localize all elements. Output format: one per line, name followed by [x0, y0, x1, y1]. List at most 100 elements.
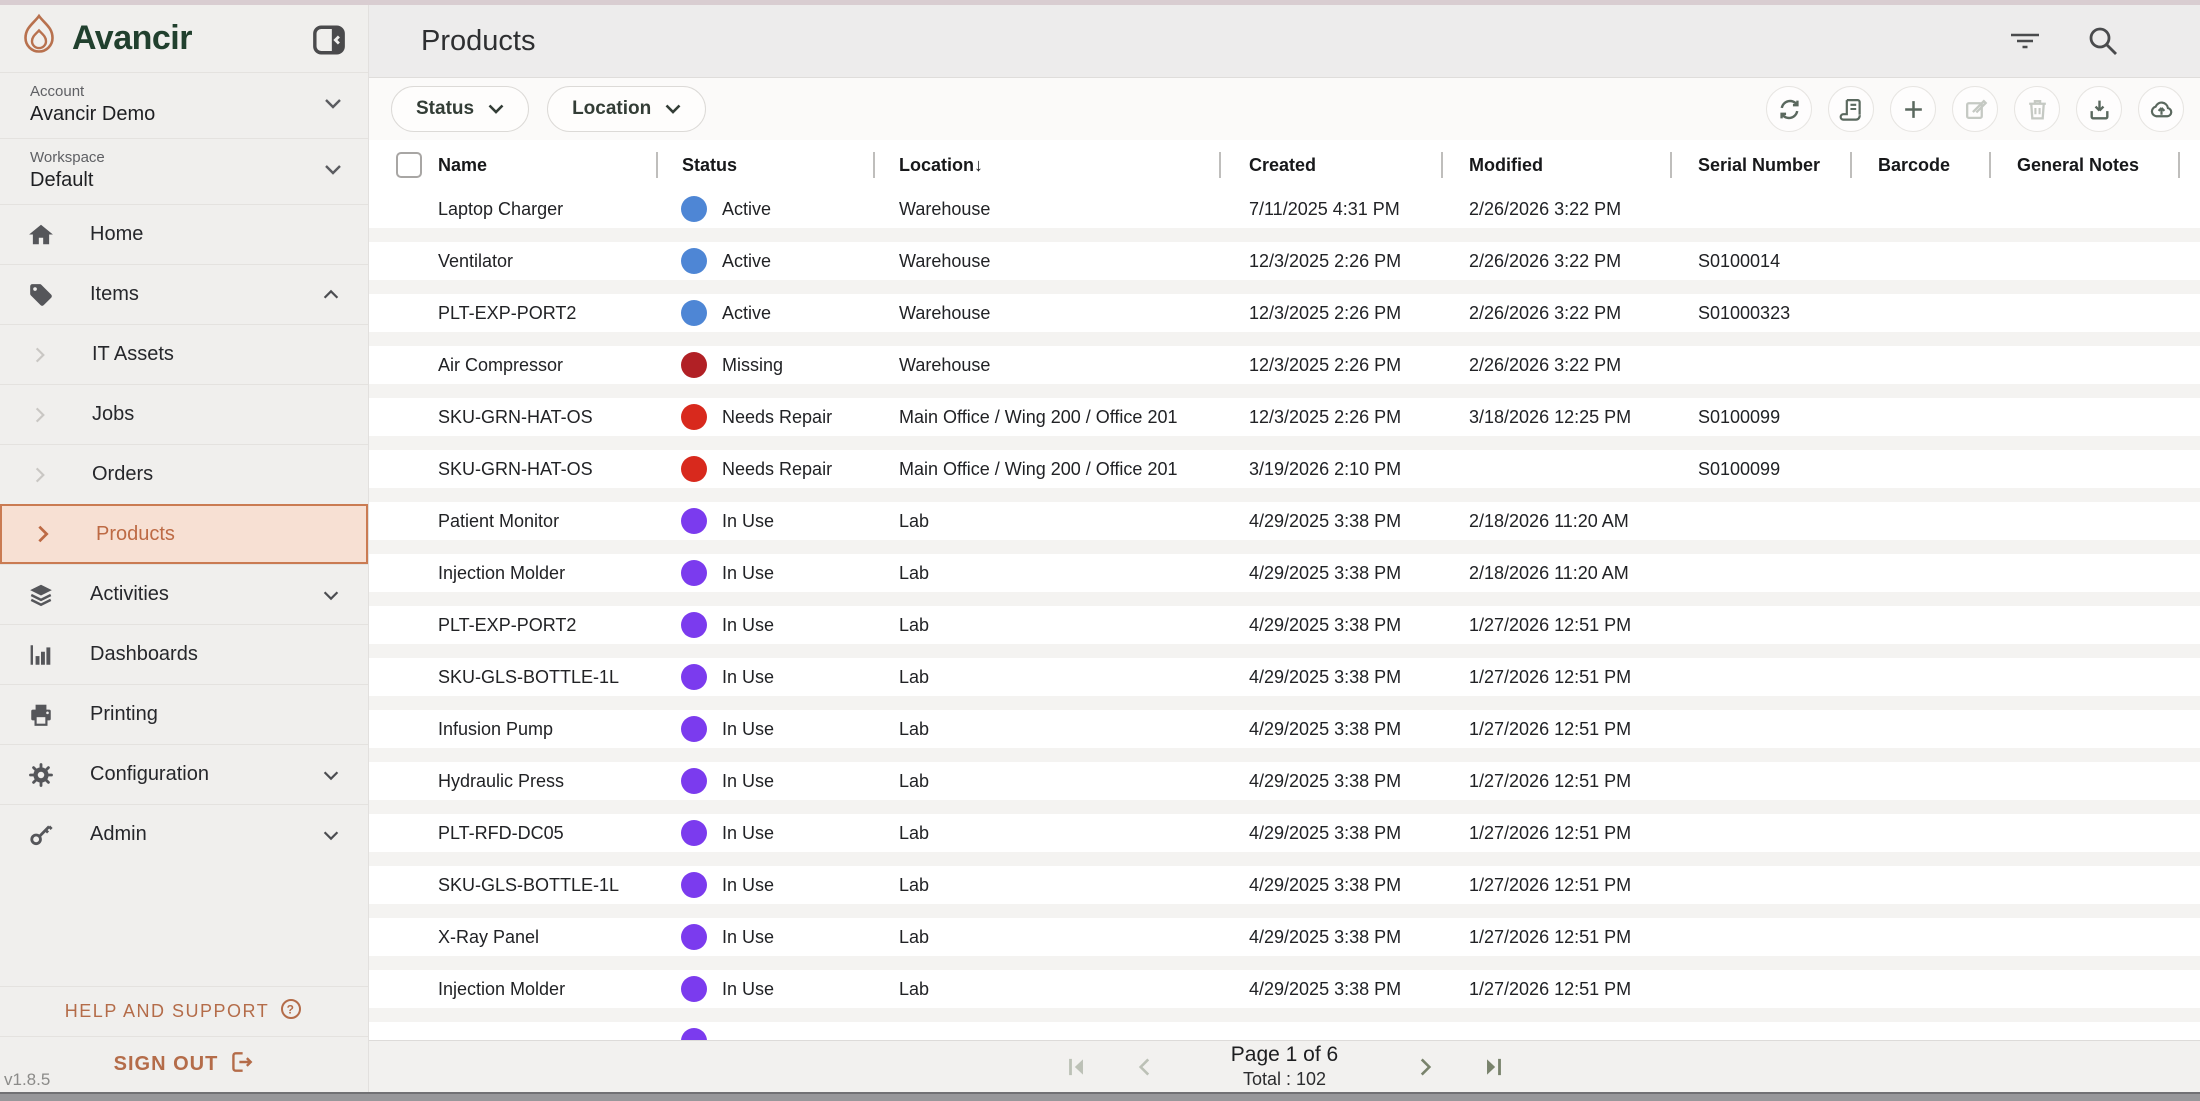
workspace-label: Workspace: [30, 149, 324, 166]
sidebar-item-it-assets[interactable]: IT Assets: [0, 324, 368, 384]
row-name-cell: Ventilator: [438, 251, 656, 272]
row-created-cell: 4/29/2025 3:38 PM: [1219, 563, 1441, 584]
sidebar-item-home[interactable]: Home: [0, 204, 368, 264]
row-modified-cell: 2/18/2026 11:20 AM: [1441, 511, 1670, 532]
sidebar-item-printing[interactable]: Printing: [0, 684, 368, 744]
sort-descending-icon: ↓: [974, 155, 983, 176]
row-name-cell: Hydraulic Press: [438, 771, 656, 792]
row-status-cell: In Use: [656, 716, 873, 742]
row-created-cell: 7/11/2025 4:31 PM: [1219, 199, 1441, 220]
sign-out-icon: [228, 1049, 254, 1081]
table-row[interactable]: Air Compressor Missing Warehouse 12/3/20…: [369, 346, 2200, 398]
column-header-modified[interactable]: Modified: [1441, 140, 1670, 190]
column-header-status[interactable]: Status: [656, 140, 873, 190]
row-location-cell: Lab: [873, 771, 1219, 792]
row-modified-cell: 1/27/2026 12:51 PM: [1441, 823, 1670, 844]
workspace-select[interactable]: Workspace Default: [0, 138, 368, 204]
row-created-cell: 4/29/2025 3:38 PM: [1219, 615, 1441, 636]
row-location-cell: Main Office / Wing 200 / Office 201: [873, 407, 1219, 428]
table-row[interactable]: SKU-GLS-BOTTLE-1L In Use Lab 4/29/2025 3…: [369, 658, 2200, 710]
last-page-button[interactable]: [1480, 1054, 1506, 1080]
row-modified-cell: 1/27/2026 12:51 PM: [1441, 667, 1670, 688]
row-status-cell: In Use: [656, 612, 873, 638]
status-filter-button[interactable]: Status: [391, 86, 529, 132]
column-header-serial-number[interactable]: Serial Number: [1670, 140, 1850, 190]
row-status-cell: Active: [656, 196, 873, 222]
sign-out-button[interactable]: SIGN OUT: [0, 1036, 368, 1092]
table-row[interactable]: SKU-GLS-BOTTLE-1L In Use Lab 4/29/2025 3…: [369, 866, 2200, 918]
row-status-cell: In Use: [656, 508, 873, 534]
column-header-created[interactable]: Created: [1219, 140, 1441, 190]
table-row[interactable]: PLT-RFD-DC05 In Use Lab 4/29/2025 3:38 P…: [369, 814, 2200, 866]
account-select[interactable]: Account Avancir Demo: [0, 72, 368, 138]
next-page-button[interactable]: [1412, 1054, 1438, 1080]
sidebar-item-admin[interactable]: Admin: [0, 804, 368, 864]
row-location-cell: Lab: [873, 875, 1219, 896]
table-row[interactable]: Injection Molder In Use Lab 4/29/2025 3:…: [369, 554, 2200, 606]
download-button[interactable]: [2076, 86, 2122, 132]
select-all-checkbox[interactable]: [396, 152, 422, 178]
table-row[interactable]: Patient Monitor In Use Lab 4/29/2025 3:3…: [369, 502, 2200, 554]
status-dot: [681, 664, 707, 690]
cloud-upload-button[interactable]: [2138, 86, 2184, 132]
table-row[interactable]: Injection Molder In Use Lab 4/29/2025 3:…: [369, 970, 2200, 1022]
sidebar-item-items[interactable]: Items: [0, 264, 368, 324]
filter-lines-icon[interactable]: [2008, 24, 2042, 58]
row-serial-cell: S0100014: [1670, 251, 1850, 272]
row-modified-cell: 2/26/2026 3:22 PM: [1441, 199, 1670, 220]
table-row[interactable]: Infusion Pump In Use Lab 4/29/2025 3:38 …: [369, 710, 2200, 762]
report-button[interactable]: [1828, 86, 1874, 132]
layers-icon: [28, 582, 54, 608]
table-row[interactable]: X-Ray Panel In Use Lab 4/29/2025 3:38 PM…: [369, 918, 2200, 970]
column-header-barcode[interactable]: Barcode: [1850, 140, 1989, 190]
add-button[interactable]: [1890, 86, 1936, 132]
sidebar-item-orders[interactable]: Orders: [0, 444, 368, 504]
search-icon[interactable]: [2086, 24, 2120, 58]
status-dot: [681, 612, 707, 638]
table-row[interactable]: Hydraulic Press In Use Lab 4/29/2025 3:3…: [369, 762, 2200, 814]
account-value: Avancir Demo: [30, 103, 324, 126]
key-icon: [28, 822, 54, 848]
row-created-cell: 4/29/2025 3:38 PM: [1219, 979, 1441, 1000]
column-header-name[interactable]: Name: [438, 140, 656, 190]
sidebar-item-dashboards[interactable]: Dashboards: [0, 624, 368, 684]
svg-text:?: ?: [287, 1003, 296, 1017]
table-row[interactable]: SKU-GRN-HAT-OS Needs Repair Main Office …: [369, 450, 2200, 502]
row-name-cell: PLT-RFD-DC05: [438, 823, 656, 844]
row-created-cell: 4/29/2025 3:38 PM: [1219, 719, 1441, 740]
column-header-location[interactable]: Location↓: [873, 140, 1219, 190]
refresh-button[interactable]: [1766, 86, 1812, 132]
location-filter-button[interactable]: Location: [547, 86, 706, 132]
row-modified-cell: 2/18/2026 11:20 AM: [1441, 563, 1670, 584]
column-header-general-notes[interactable]: General Notes: [1989, 140, 2178, 190]
row-location-cell: Warehouse: [873, 199, 1219, 220]
row-location-cell: Lab: [873, 667, 1219, 688]
table-row[interactable]: SKU-GRN-HAT-OS Needs Repair Main Office …: [369, 398, 2200, 450]
table-row[interactable]: Ventilator Active Warehouse 12/3/2025 2:…: [369, 242, 2200, 294]
row-modified-cell: 1/27/2026 12:51 PM: [1441, 927, 1670, 948]
table-row[interactable]: PLT-EXP-PORT2 Active Warehouse 12/3/2025…: [369, 294, 2200, 346]
pagination-bar: Page 1 of 6 Total : 102: [369, 1040, 2200, 1092]
sidebar: Avancir Account Avancir Demo: [0, 5, 368, 1092]
row-created-cell: 4/29/2025 3:38 PM: [1219, 667, 1441, 688]
sidebar-item-configuration[interactable]: Configuration: [0, 744, 368, 804]
sidebar-item-activities[interactable]: Activities: [0, 564, 368, 624]
row-created-cell: 4/29/2025 3:38 PM: [1219, 927, 1441, 948]
row-status-cell: Missing: [656, 352, 873, 378]
row-modified-cell: 2/26/2026 3:22 PM: [1441, 355, 1670, 376]
app-window: Avancir Account Avancir Demo: [0, 0, 2200, 1101]
pagination-status: Page 1 of 6 Total : 102: [1200, 1043, 1370, 1090]
row-location-cell: Lab: [873, 927, 1219, 948]
row-status-cell: Needs Repair: [656, 404, 873, 430]
sidebar-collapse-icon[interactable]: [312, 23, 346, 55]
row-name-cell: Patient Monitor: [438, 511, 656, 532]
sidebar-item-products[interactable]: Products: [0, 504, 368, 564]
chevron-right-icon: [30, 405, 50, 425]
cloud-upload-icon: [2149, 97, 2174, 122]
help-and-support-button[interactable]: HELP AND SUPPORT ?: [0, 986, 368, 1036]
status-dot: [681, 196, 707, 222]
table-row[interactable]: Laptop Charger Active Warehouse 7/11/202…: [369, 190, 2200, 242]
table-row[interactable]: In Use: [369, 1022, 2200, 1040]
sidebar-item-jobs[interactable]: Jobs: [0, 384, 368, 444]
table-row[interactable]: PLT-EXP-PORT2 In Use Lab 4/29/2025 3:38 …: [369, 606, 2200, 658]
